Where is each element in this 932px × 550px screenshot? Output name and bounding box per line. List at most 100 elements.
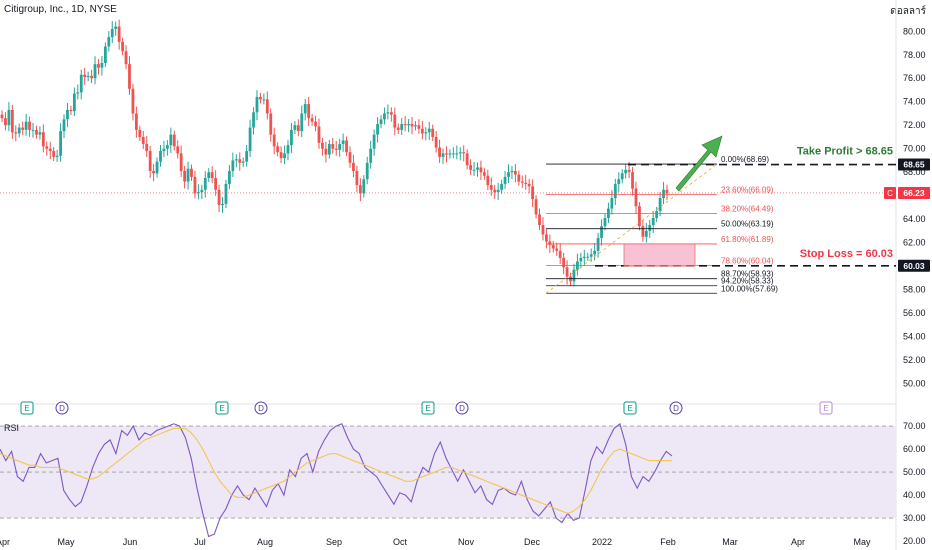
candle-body (369, 148, 373, 163)
time-axis: Apr May Jun Jul Aug Sep Oct Nov Dec 2022 Feb Mar Apr… (0, 537, 871, 547)
candle-body (493, 189, 497, 193)
candle-body (662, 189, 665, 199)
candle-body (303, 104, 307, 114)
candle-body (665, 189, 669, 194)
candle-body (541, 225, 545, 235)
candle-body (603, 217, 607, 227)
candle-body (21, 127, 25, 130)
time-tick-label: Jun (123, 537, 138, 547)
candle-body (479, 167, 483, 173)
candle-body (134, 113, 138, 130)
candle-body (141, 136, 145, 144)
dividend-badge (254, 401, 268, 415)
candle-body (186, 168, 190, 182)
price-label-badge (898, 259, 930, 272)
candle-body (76, 92, 80, 94)
candle-body (276, 146, 280, 153)
candle-body (269, 113, 273, 135)
candle-body (517, 174, 521, 182)
candle-body (634, 188, 638, 207)
candle-body (103, 46, 107, 63)
candle-body (207, 172, 211, 179)
candle-body (259, 97, 262, 100)
price-tick-label: 56.00 (903, 308, 926, 318)
price-tick-label: 58.00 (903, 285, 926, 295)
time-tick-label: Nov (458, 537, 475, 547)
candle-body (228, 171, 231, 184)
price-label-text: 60.03 (903, 261, 925, 271)
time-tick-label: Dec (524, 537, 541, 547)
candle-body (472, 169, 476, 171)
candle-body (555, 248, 559, 251)
price-label-text: 68.65 (903, 160, 925, 170)
price-tick-label: 52.00 (903, 355, 926, 365)
candle-body (383, 113, 386, 120)
candle-body (86, 75, 90, 78)
entry-zone-rect (623, 243, 696, 267)
time-tick-label: Apr (0, 537, 10, 547)
price-tick-label: 68.00 (903, 167, 926, 177)
candle-body (176, 146, 180, 154)
trade-annotations[interactable]: Take Profit > 68.65 Stop Loss = 60.03 68.6… (0, 135, 930, 272)
candle-body (31, 129, 35, 131)
candle-body (613, 183, 617, 199)
candle-body (10, 109, 14, 133)
fibonacci-retracement[interactable]: 0.00%(68.69) 23.60%(66.09) 38.20%(64.49) 50… (545, 155, 778, 294)
candle-body (124, 51, 128, 65)
candle-body (658, 198, 662, 211)
price-tick-label: 74.00 (903, 97, 926, 107)
candle-body (148, 151, 152, 172)
candle-body (565, 267, 569, 277)
price-tick-label: 70.00 (903, 144, 926, 154)
take-profit-label: Take Profit > 68.65 (797, 146, 893, 158)
candle-body (427, 128, 431, 133)
candle-body (210, 172, 214, 179)
candle-body (445, 153, 448, 155)
candle-body (600, 226, 603, 238)
event-badge-label: E (425, 404, 430, 413)
candle-body (28, 121, 31, 130)
candle-body (55, 155, 59, 157)
candle-body (510, 171, 514, 173)
candle-body (451, 153, 455, 155)
candle-body (286, 145, 290, 154)
close-marker-badge (884, 186, 896, 199)
time-tick-label: May (853, 537, 871, 547)
candle-body (214, 178, 218, 190)
candle-body (534, 199, 538, 215)
rsi-title: RSI (4, 423, 19, 433)
candle-body (424, 132, 428, 134)
candle-body (117, 26, 121, 42)
candle-body (524, 182, 528, 184)
candle-body (238, 159, 242, 163)
candle-body (62, 119, 66, 132)
candle-body (579, 257, 583, 262)
candle-body (651, 217, 655, 226)
event-badge-label: D (258, 404, 264, 413)
rsi-tick-label: 70.00 (903, 421, 926, 431)
candle-body (234, 159, 238, 161)
candle-body (648, 225, 652, 231)
candle-body (338, 144, 342, 150)
candle-body (379, 119, 383, 125)
candle-body (414, 125, 417, 127)
candle-body (41, 132, 45, 147)
candle-body (155, 161, 159, 174)
price-tick-label: 64.00 (903, 214, 926, 224)
candle-body (314, 121, 317, 127)
fib-level-label: 100.00%(57.69) (721, 284, 778, 293)
fib-level-label: 94.20%(58.33) (721, 277, 774, 286)
event-badge-label: D (673, 404, 679, 413)
candle-body (345, 140, 348, 153)
candle-body (624, 169, 628, 174)
candle-body (513, 171, 517, 175)
take-profit-arrow (675, 135, 723, 192)
time-tick-label: May (57, 537, 75, 547)
candle-body (341, 140, 345, 144)
candle-body (279, 152, 283, 159)
candle-body (465, 153, 469, 166)
candle-body (462, 152, 466, 154)
candle-body (310, 118, 314, 122)
